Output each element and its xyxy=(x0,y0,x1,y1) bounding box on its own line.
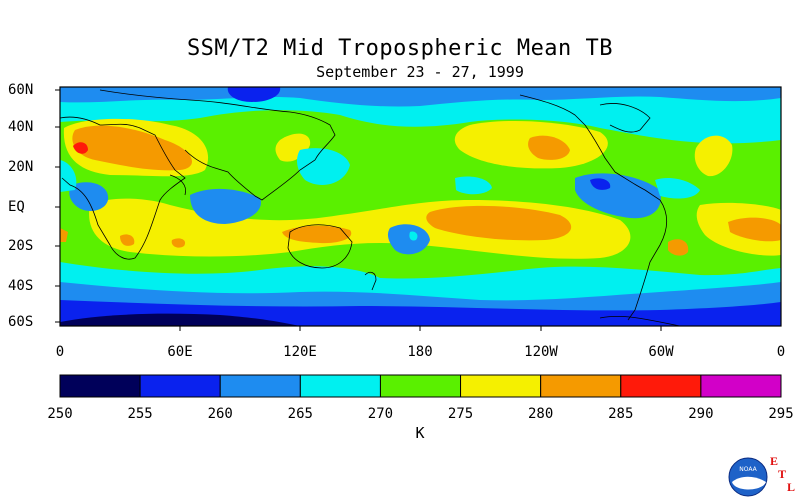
coast-australia xyxy=(287,224,353,269)
etl-letter-t: T xyxy=(778,467,787,481)
lat-label-40s: 40S xyxy=(8,278,34,294)
patch-cyan-south-pacific xyxy=(409,231,418,241)
patch-orange-australia xyxy=(282,225,352,244)
coast-americas xyxy=(519,94,668,321)
colorbar-label-265: 265 xyxy=(287,406,313,422)
coast-greenland xyxy=(599,103,651,133)
patch-cyan-west-edge xyxy=(60,160,77,192)
map-title: SSM/T2 Mid Tropospheric Mean TB xyxy=(186,36,614,61)
noaa-logo: NOAA xyxy=(728,457,768,497)
band-north-cyan xyxy=(60,87,781,144)
patch-orange-pacific xyxy=(426,205,572,241)
patch-cyan-central-pacific xyxy=(455,176,492,195)
colorbar-swatch-260-265 xyxy=(219,374,301,398)
lon-label-60w: 60W xyxy=(648,344,674,360)
colorbar-label-285: 285 xyxy=(608,406,634,422)
patch-orange-africa-south xyxy=(120,234,135,246)
colorbar-label-290: 290 xyxy=(688,406,714,422)
band-south-navy xyxy=(60,313,300,326)
patch-blue-indian-ocean xyxy=(190,188,261,224)
lat-label-60n: 60N xyxy=(8,82,34,98)
colorbar-label-270: 270 xyxy=(367,406,394,422)
colorbar-label-260: 260 xyxy=(207,406,233,422)
colorbar-label-275: 275 xyxy=(447,406,474,422)
axis-ticks xyxy=(55,89,662,331)
patch-yellow-atlantic xyxy=(694,135,733,177)
temperature-field xyxy=(60,87,781,326)
colorbar-swatch-285-290 xyxy=(620,374,702,398)
lon-label-60e: 60E xyxy=(167,344,193,360)
colorbar-swatch-265-270 xyxy=(299,374,381,398)
coast-india xyxy=(169,174,187,196)
lon-label-0: 0 xyxy=(55,344,65,360)
lon-label-0-east: 0 xyxy=(776,344,786,360)
lat-label-60s: 60S xyxy=(8,314,34,330)
lat-label-eq: EQ xyxy=(8,199,25,215)
colorbar-unit: K xyxy=(415,424,425,442)
patch-red-sahara xyxy=(73,142,88,154)
lon-label-180: 180 xyxy=(407,344,433,360)
colorbar-swatch-280-285 xyxy=(540,374,622,398)
svg-text:NOAA: NOAA xyxy=(739,466,757,473)
patch-cyan-atlantic xyxy=(655,178,700,199)
colorbar-swatch-250-255 xyxy=(59,374,141,398)
etl-letter-l: L xyxy=(787,480,796,494)
colorbar-swatch-275-280 xyxy=(460,374,542,398)
colorbar-label-280: 280 xyxy=(528,406,554,422)
etl-letter-e: E xyxy=(770,454,779,468)
patch-darkblue-asia xyxy=(227,87,281,102)
colorbar-label-255: 255 xyxy=(127,406,153,422)
coast-eurasia xyxy=(99,89,336,201)
etl-letters: E T L xyxy=(768,454,800,494)
patch-orange-edge xyxy=(60,228,68,242)
patch-blue-south-pacific xyxy=(387,224,430,255)
lat-label-20s: 20S xyxy=(8,238,34,254)
colorbar-swatch-290-295 xyxy=(700,374,782,398)
coast-antarctica xyxy=(599,315,681,326)
colorbar-label-295: 295 xyxy=(768,406,794,422)
lat-label-40n: 40N xyxy=(8,119,34,135)
lon-label-120w: 120W xyxy=(524,344,558,360)
patch-cyan-west-pacific xyxy=(297,148,350,185)
patch-orange-mexico xyxy=(528,135,570,160)
patch-darkblue-caribbean xyxy=(590,178,611,190)
patch-orange-sahara xyxy=(72,125,192,171)
patch-orange-madagascar xyxy=(171,238,186,248)
patch-orange-atlantic xyxy=(728,217,781,242)
lon-label-120e: 120E xyxy=(283,344,317,360)
colorbar xyxy=(59,374,782,398)
map-subtitle: September 23 - 27, 1999 xyxy=(316,63,524,81)
coast-new-zealand xyxy=(364,271,377,291)
coastlines xyxy=(60,89,681,326)
patch-orange-brazil xyxy=(668,239,689,256)
lat-label-20n: 20N xyxy=(8,159,34,175)
colorbar-swatch-255-260 xyxy=(139,374,221,398)
coast-africa xyxy=(60,116,186,260)
colorbar-label-250: 250 xyxy=(47,406,73,422)
colorbar-swatch-270-275 xyxy=(379,374,462,398)
